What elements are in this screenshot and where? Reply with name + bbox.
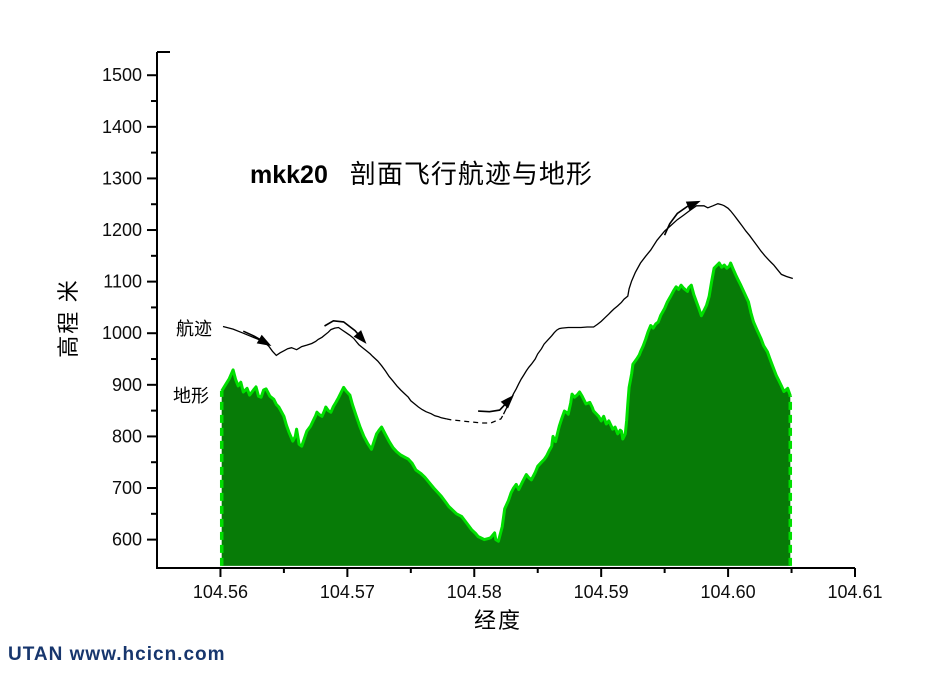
y-tick-label: 900 (112, 375, 142, 395)
y-tick-label: 1200 (102, 220, 142, 240)
terrain-area (221, 263, 791, 566)
y-tick-label: 1400 (102, 117, 142, 137)
flight-path-line-seg3 (502, 203, 793, 415)
descent-arrow-1-head (256, 334, 272, 346)
y-axis-title: 高程 米 (56, 278, 81, 358)
climb-arrow-3-head (500, 394, 514, 409)
terrain-edge-top (220, 261, 792, 543)
over-peak-arrow-2-head (353, 330, 367, 344)
x-tick-label: 104.61 (827, 582, 882, 602)
x-tick-label: 104.58 (447, 582, 502, 602)
x-tick-label: 104.56 (193, 582, 248, 602)
flight-path-line-seg1 (222, 325, 447, 420)
chart-title-text: 剖面飞行航迹与地形 (349, 160, 593, 189)
flight-path-line-seg2 (446, 413, 505, 424)
x-tick-label: 104.60 (701, 582, 756, 602)
y-tick-label: 700 (112, 478, 142, 498)
series-label-flight-path: 航迹 (176, 319, 212, 339)
watermark: UTAN www.hcicn.com (8, 644, 226, 665)
chart-title-prefix: mkk20 (250, 161, 328, 189)
x-tick-label: 104.57 (320, 582, 375, 602)
y-tick-label: 1500 (102, 65, 142, 85)
series-label-terrain: 地形 (173, 386, 209, 406)
y-tick-label: 1000 (102, 323, 142, 343)
y-tick-label: 1100 (103, 272, 142, 292)
y-tick-label: 600 (112, 530, 142, 550)
x-axis-title: 经度 (473, 608, 522, 633)
y-tick-label: 1300 (102, 168, 142, 188)
x-tick-label: 104.59 (574, 582, 629, 602)
climb-arrow-4-head (685, 200, 701, 211)
y-tick-label: 800 (112, 426, 142, 446)
chart-title: mkk20 剖面飞行航迹与地形 (250, 154, 593, 191)
